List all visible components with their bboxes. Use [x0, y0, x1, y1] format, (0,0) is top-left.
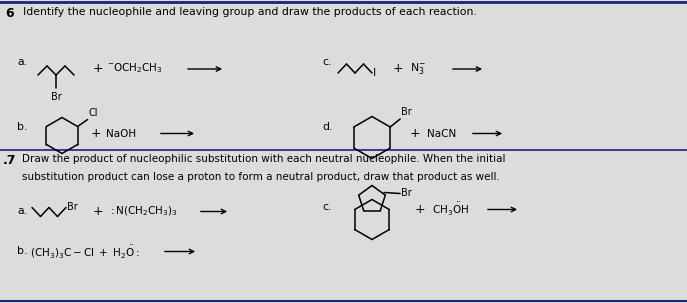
- Text: $\mathregular{:N(CH_2CH_3)_3}$: $\mathregular{:N(CH_2CH_3)_3}$: [108, 205, 178, 218]
- Text: +: +: [393, 62, 403, 75]
- Text: Cl: Cl: [89, 108, 98, 118]
- Text: +: +: [93, 62, 103, 75]
- Text: Br: Br: [401, 107, 412, 117]
- Text: b.: b.: [17, 247, 27, 257]
- Text: a.: a.: [17, 57, 27, 67]
- Text: $\mathregular{CH_3\ddot{O}H}$: $\mathregular{CH_3\ddot{O}H}$: [432, 201, 469, 218]
- Text: +: +: [409, 127, 420, 140]
- Text: +: +: [415, 203, 425, 216]
- Text: +: +: [93, 205, 103, 218]
- Text: I: I: [373, 68, 376, 78]
- Text: Br: Br: [401, 188, 412, 198]
- Text: +: +: [91, 127, 101, 140]
- Text: $\mathregular{N_3^{-}}$: $\mathregular{N_3^{-}}$: [410, 62, 426, 76]
- Text: Identify the nucleophile and leaving group and draw the products of each reactio: Identify the nucleophile and leaving gro…: [23, 7, 477, 17]
- Text: d.: d.: [322, 122, 333, 132]
- Text: c.: c.: [322, 57, 331, 67]
- Text: $\mathregular{{}^{-}OCH_2CH_3}$: $\mathregular{{}^{-}OCH_2CH_3}$: [107, 61, 163, 75]
- Text: Draw the product of nucleophilic substitution with each neutral nucleophile. Whe: Draw the product of nucleophilic substit…: [22, 154, 506, 164]
- Text: Br: Br: [51, 92, 61, 102]
- Text: b.: b.: [17, 122, 27, 132]
- Text: c.: c.: [322, 202, 331, 212]
- Text: a.: a.: [17, 207, 27, 217]
- Text: .7: .7: [3, 154, 16, 167]
- Text: NaCN: NaCN: [427, 128, 456, 138]
- Text: NaOH: NaOH: [106, 128, 136, 138]
- Text: 6: 6: [5, 7, 14, 20]
- Text: substitution product can lose a proton to form a neutral product, draw that prod: substitution product can lose a proton t…: [22, 171, 500, 181]
- Text: Br: Br: [67, 202, 78, 212]
- Text: $\mathregular{(CH_3)_3C-Cl\ +\ H_2\ddot{O}:}$: $\mathregular{(CH_3)_3C-Cl\ +\ H_2\ddot{…: [30, 243, 140, 260]
